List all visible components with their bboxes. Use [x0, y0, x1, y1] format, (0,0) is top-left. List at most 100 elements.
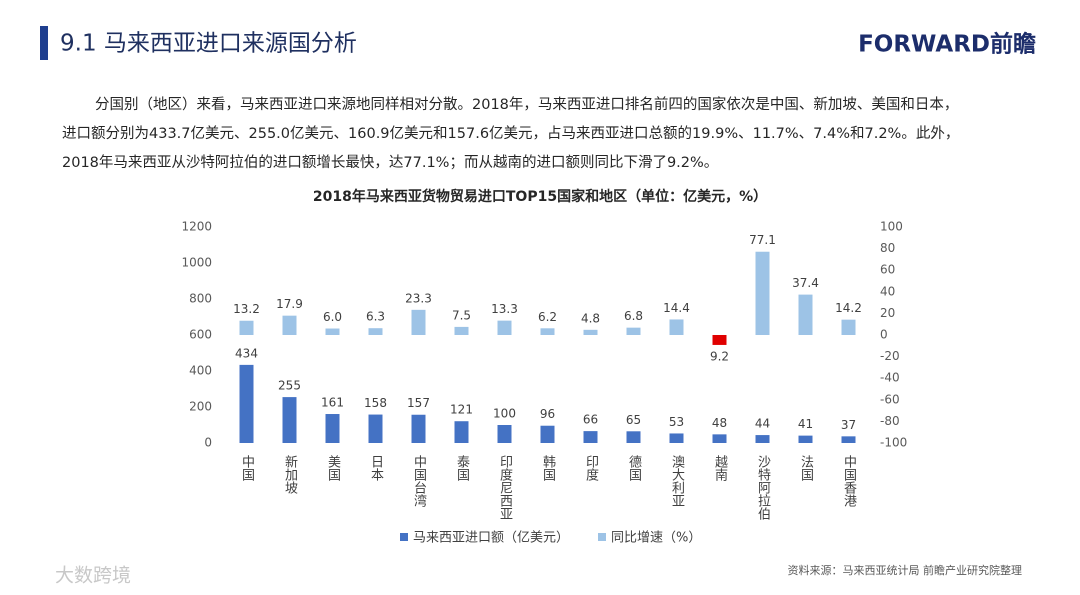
bar [497, 320, 512, 335]
legend-label: 马来西亚进口额（亿美元） [413, 531, 569, 546]
x-tick-label: 印度尼西亚 [497, 455, 513, 520]
data-label: 6.8 [624, 309, 643, 323]
x-tick-label: 美国 [325, 455, 341, 481]
bar [325, 328, 340, 335]
bar [626, 431, 641, 443]
x-tick-label: 法国 [798, 455, 814, 481]
bar [841, 436, 856, 443]
legend-swatch [598, 533, 606, 541]
watermark: 大数跨境 [55, 565, 131, 587]
y2-tick-label: 100 [880, 220, 903, 234]
bar [239, 320, 254, 335]
bar [712, 335, 727, 345]
data-label: 255 [278, 379, 301, 393]
data-label: 23.3 [405, 291, 432, 305]
data-label: 157 [407, 396, 430, 410]
bar [841, 319, 856, 335]
x-tick-label: 越南 [712, 455, 728, 481]
y-tick-label: 1000 [181, 256, 212, 270]
data-label: 6.3 [366, 310, 385, 324]
data-label: 434 [235, 346, 258, 360]
data-label: 158 [364, 396, 387, 410]
data-label: 7.5 [452, 308, 471, 322]
y2-tick-label: -60 [880, 392, 900, 406]
data-label: 77.1 [749, 233, 776, 247]
data-label: 9.2 [710, 349, 729, 363]
bar [411, 309, 426, 335]
bar [583, 431, 598, 443]
bar [454, 326, 469, 335]
data-label: 13.2 [233, 302, 260, 316]
paragraph-line: 2018年马来西亚从沙特阿拉伯的进口额增长最快，达77.1%；而从越南的进口额则… [62, 154, 718, 171]
bar [669, 433, 684, 443]
logo: FORWARD前瞻 [858, 31, 1036, 58]
bar [282, 397, 297, 443]
data-label: 14.2 [835, 301, 862, 315]
y2-tick-label: 40 [880, 284, 895, 298]
chart-title: 2018年马来西亚货物贸易进口TOP15国家和地区（单位：亿美元，%） [313, 188, 767, 205]
source: 资料来源：马来西亚统计局 前瞻产业研究院整理 [788, 563, 1023, 577]
paragraph-line: 分国别（地区）来看，马来西亚进口来源地同样相对分散。2018年，马来西亚进口排名… [95, 96, 958, 113]
data-label: 17.9 [276, 297, 303, 311]
y-tick-label: 0 [204, 436, 212, 450]
bar [798, 435, 813, 443]
x-tick-label: 中国香港 [841, 455, 857, 507]
x-tick-label: 日本 [368, 455, 384, 481]
bar [669, 319, 684, 335]
data-label: 6.0 [323, 310, 342, 324]
bar [626, 327, 641, 335]
data-label: 13.3 [491, 302, 518, 316]
y-tick-label: 400 [189, 364, 212, 378]
y2-tick-label: 60 [880, 263, 895, 277]
bar [239, 364, 254, 443]
data-label: 4.8 [581, 311, 600, 325]
bar [755, 435, 770, 443]
y-tick-label: 200 [189, 400, 212, 414]
bar [497, 425, 512, 443]
bar [325, 414, 340, 443]
x-tick-label: 韩国 [540, 455, 556, 481]
y2-tick-label: -20 [880, 349, 900, 363]
bar [454, 421, 469, 443]
x-tick-label: 中国 [239, 455, 254, 481]
paragraph-line: 进口额分别为433.7亿美元、255.0亿美元、160.9亿美元和157.6亿美… [62, 125, 959, 142]
data-label: 48 [712, 416, 727, 430]
slide-title: 9.1 马来西亚进口来源国分析 [60, 31, 357, 57]
x-tick-label: 新加坡 [282, 454, 298, 494]
title-bar [40, 26, 48, 60]
data-label: 53 [669, 415, 684, 429]
y-tick-label: 800 [189, 292, 212, 306]
data-label: 100 [493, 407, 516, 421]
y-tick-label: 1200 [181, 220, 212, 234]
bar [755, 251, 770, 335]
data-label: 44 [755, 417, 770, 431]
data-label: 65 [626, 413, 641, 427]
bar [411, 414, 426, 443]
bar [583, 329, 598, 335]
y2-tick-label: -100 [880, 436, 907, 450]
legend-label: 同比增速（%） [611, 531, 701, 546]
data-label: 14.4 [663, 301, 690, 315]
x-tick-label: 泰国 [454, 455, 470, 481]
data-label: 66 [583, 413, 598, 427]
bar [798, 294, 813, 335]
data-label: 121 [450, 403, 473, 417]
data-label: 161 [321, 396, 344, 410]
data-label: 41 [798, 417, 813, 431]
y2-tick-label: -80 [880, 414, 900, 428]
bar [712, 434, 727, 443]
y2-tick-label: 0 [880, 328, 888, 342]
bar [368, 414, 383, 443]
x-tick-label: 德国 [626, 455, 642, 481]
x-tick-label: 中国台湾 [411, 455, 427, 507]
x-tick-label: 沙特阿拉伯 [755, 455, 771, 520]
y2-tick-label: -40 [880, 371, 900, 385]
x-tick-label: 澳大利亚 [669, 454, 685, 507]
bar [282, 315, 297, 335]
data-label: 96 [540, 407, 555, 421]
data-label: 6.2 [538, 310, 557, 324]
bar [368, 328, 383, 335]
